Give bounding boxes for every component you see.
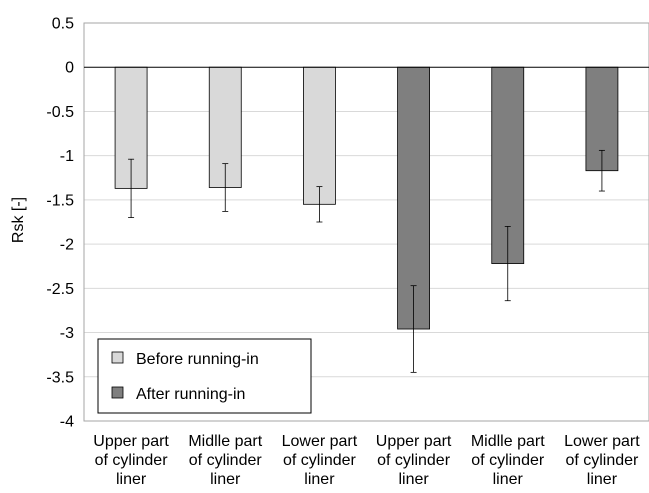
y-tick-label: 0.5 xyxy=(52,16,74,33)
x-tick-label: Lower part xyxy=(564,433,640,450)
x-tick-label: liner xyxy=(398,471,429,488)
y-tick-label: -2.5 xyxy=(46,281,74,298)
x-axis-tick-labels: Upper part of cylinder liner Midlle part of … xyxy=(93,433,640,488)
legend-swatch-before xyxy=(111,351,124,364)
x-tick-label: Upper part xyxy=(93,433,169,450)
x-tick-label: of cylinder xyxy=(95,452,169,469)
x-tick-label: of cylinder xyxy=(189,452,263,469)
legend-label-before: Before running-in xyxy=(136,351,259,368)
plot-area-frame xyxy=(83,22,649,422)
x-tick-label: liner xyxy=(587,471,618,488)
bar-layer xyxy=(114,66,619,330)
x-tick-label: Lower part xyxy=(282,433,358,450)
y-tick-label: -0.5 xyxy=(46,104,74,121)
x-tick-label: liner xyxy=(116,471,147,488)
y-tick-label: -2 xyxy=(60,237,74,254)
y-tick-label: -4 xyxy=(60,414,74,431)
error-bar-layer xyxy=(128,149,605,373)
legend-label-after: After running-in xyxy=(136,386,245,403)
legend-swatch-after xyxy=(111,386,124,399)
x-tick-label: liner xyxy=(304,471,335,488)
x-tick-label: Midlle part xyxy=(471,433,545,450)
y-axis-label: Rsk [-] xyxy=(10,197,27,243)
x-tick-label: liner xyxy=(210,471,241,488)
y-axis-tick-labels: 0.5 0 -0.5 -1 -1.5 -2 -2.5 -3 -3.5 -4 xyxy=(46,16,74,431)
y-tick-label: -3 xyxy=(60,325,74,342)
y-tick-label: -3.5 xyxy=(46,369,74,386)
x-tick-label: liner xyxy=(493,471,524,488)
x-tick-label: of cylinder xyxy=(377,452,451,469)
x-tick-label: of cylinder xyxy=(471,452,545,469)
y-tick-label: -1.5 xyxy=(46,192,74,209)
x-tick-label: of cylinder xyxy=(283,452,357,469)
legend: Before running-in After running-in xyxy=(97,338,312,414)
x-tick-label: Upper part xyxy=(376,433,452,450)
x-tick-label: of cylinder xyxy=(565,452,639,469)
bar-before-2 xyxy=(303,66,336,205)
x-tick-label: Midlle part xyxy=(188,433,262,450)
y-tick-label: -1 xyxy=(60,148,74,165)
legend-box xyxy=(97,338,312,414)
y-tick-label: 0 xyxy=(65,60,74,77)
